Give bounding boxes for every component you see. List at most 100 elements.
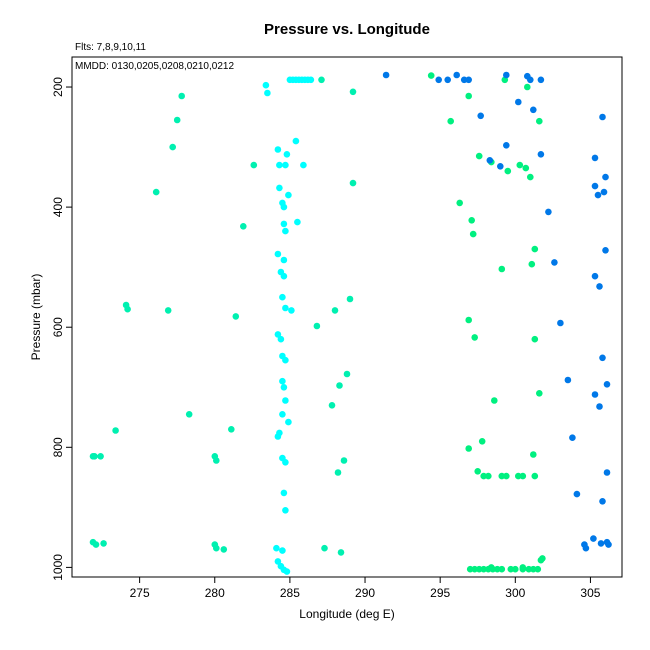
data-point xyxy=(279,411,286,418)
data-point xyxy=(228,426,235,433)
data-point xyxy=(349,88,357,96)
data-point xyxy=(545,208,552,216)
data-points xyxy=(89,71,612,575)
data-point xyxy=(474,468,482,475)
data-point xyxy=(340,457,348,464)
data-point xyxy=(282,356,289,364)
data-point xyxy=(282,459,289,466)
y-axis-label: Pressure (mbar) xyxy=(29,274,43,361)
data-point xyxy=(515,98,522,106)
data-point xyxy=(185,411,193,418)
data-point xyxy=(503,472,510,480)
y-tick-label: 600 xyxy=(51,317,65,337)
data-point xyxy=(594,191,602,199)
data-point xyxy=(477,112,485,120)
data-point xyxy=(435,76,443,84)
data-point xyxy=(321,544,328,552)
y-tick-label: 1000 xyxy=(51,554,65,581)
data-point xyxy=(276,161,283,169)
data-point xyxy=(551,259,558,266)
data-point xyxy=(427,72,435,79)
data-point xyxy=(280,272,288,280)
data-point xyxy=(519,564,527,571)
data-point xyxy=(283,568,291,575)
data-point xyxy=(173,116,181,124)
data-point xyxy=(602,247,609,254)
data-point xyxy=(262,81,270,89)
data-point xyxy=(313,322,321,330)
data-point xyxy=(280,489,288,497)
data-point xyxy=(590,535,597,542)
data-point xyxy=(503,71,510,79)
data-point xyxy=(465,445,473,452)
data-point xyxy=(596,403,603,410)
y-axis: 200 400 600 800 1000 xyxy=(51,77,72,581)
data-point xyxy=(453,71,461,79)
data-point xyxy=(471,334,479,341)
data-point xyxy=(282,161,289,169)
data-point xyxy=(283,151,291,158)
data-point xyxy=(504,167,512,175)
data-point xyxy=(603,469,611,476)
data-point xyxy=(300,161,307,169)
data-point xyxy=(537,151,545,158)
data-point xyxy=(331,307,339,314)
data-point xyxy=(600,188,608,196)
data-point xyxy=(527,76,534,84)
data-point xyxy=(447,117,455,125)
data-point xyxy=(569,434,576,442)
data-point xyxy=(274,331,282,338)
data-point xyxy=(596,283,603,290)
data-point xyxy=(480,565,488,573)
data-point xyxy=(274,558,282,565)
data-point xyxy=(531,472,539,480)
data-point xyxy=(564,376,572,384)
data-point xyxy=(531,245,539,253)
x-tick-label: 290 xyxy=(355,586,375,600)
data-point xyxy=(164,307,172,314)
data-point xyxy=(591,182,599,190)
data-point xyxy=(534,565,542,573)
data-point xyxy=(582,544,590,552)
data-point xyxy=(274,433,282,440)
data-point xyxy=(285,418,292,426)
x-axis: 275 280 285 290 295 300 305 xyxy=(130,577,601,600)
data-point xyxy=(599,113,606,121)
data-point xyxy=(485,472,492,480)
data-point xyxy=(336,382,343,389)
data-point xyxy=(528,260,536,268)
data-point xyxy=(277,335,285,343)
x-tick-label: 275 xyxy=(130,586,150,600)
data-point xyxy=(280,256,288,264)
data-point xyxy=(328,402,336,409)
data-point xyxy=(605,541,612,548)
data-point xyxy=(468,217,476,224)
data-point xyxy=(282,397,289,404)
data-point xyxy=(475,152,483,160)
data-point xyxy=(573,490,581,498)
data-point xyxy=(288,307,295,314)
data-point xyxy=(152,188,160,196)
data-point xyxy=(273,544,280,552)
data-point xyxy=(603,381,611,388)
data-point xyxy=(240,223,247,230)
data-point xyxy=(334,469,342,476)
data-point xyxy=(169,143,176,151)
plot-area-frame xyxy=(71,56,623,578)
data-point xyxy=(536,117,543,125)
data-point xyxy=(220,546,228,553)
data-point xyxy=(97,453,104,460)
data-point xyxy=(591,272,599,280)
data-point xyxy=(465,92,473,100)
y-tick-label: 800 xyxy=(51,437,65,457)
data-point xyxy=(250,161,258,169)
data-point xyxy=(292,137,300,145)
x-axis-label: Longitude (deg E) xyxy=(299,607,394,621)
dates-annotation: MMDD: 0130,0205,0208,0210,0212 xyxy=(75,61,234,72)
data-point xyxy=(307,76,315,84)
data-point xyxy=(91,453,98,460)
data-point xyxy=(498,265,506,273)
data-point xyxy=(486,157,494,164)
x-tick-label: 280 xyxy=(205,586,225,600)
data-point xyxy=(516,161,524,169)
